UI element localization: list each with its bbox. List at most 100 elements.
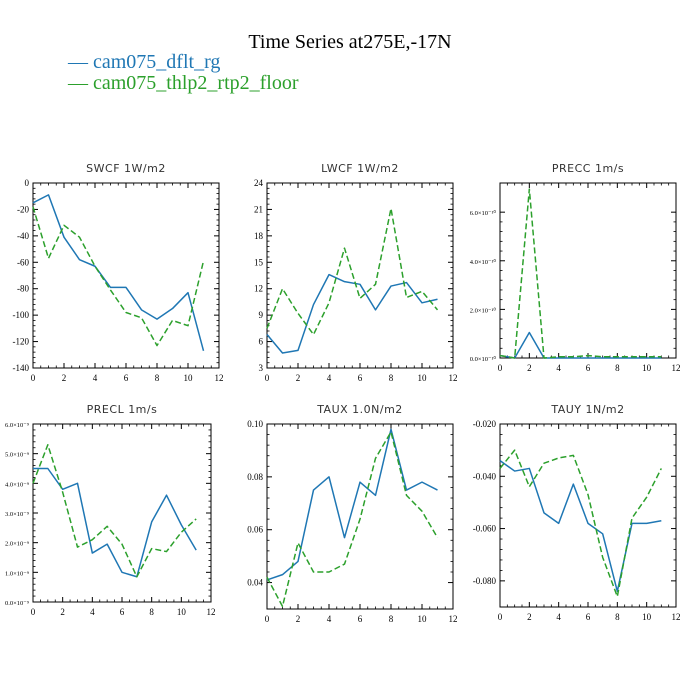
series-line-thlp2 [32, 206, 205, 347]
x-tick-label: 12 [449, 373, 458, 383]
series-line-thlp2 [266, 431, 439, 608]
y-tick-label: 3.0×10⁻⁹ [5, 511, 30, 518]
y-tick-label: 0.06 [247, 525, 263, 535]
y-tick-label: 6 [259, 337, 264, 347]
y-tick-label: 0.10 [247, 419, 263, 429]
x-tick-label: 2 [296, 373, 301, 383]
x-tick-label: 4 [93, 373, 98, 383]
y-tick-label: 3 [259, 363, 264, 373]
x-tick-label: 12 [672, 612, 681, 622]
series-line-dflt [499, 331, 662, 359]
y-tick-label: -60 [17, 257, 29, 267]
x-tick-label: 8 [615, 363, 620, 373]
x-tick-label: 6 [358, 614, 363, 624]
series-line-dflt [33, 467, 197, 578]
panel-title: SWCF 1W/m2 [86, 162, 166, 175]
x-tick-label: 10 [184, 373, 194, 383]
y-tick-label: -0.080 [473, 576, 497, 586]
x-tick-label: 0 [31, 373, 36, 383]
panel-precl: PRECL 1m/s 0 2 4 6 8 10 12 0.0×10⁻⁹ 1.0×10⁻⁹ 2.0×1… [5, 403, 216, 617]
x-tick-label: 10 [177, 607, 187, 617]
x-tick-label: 12 [672, 363, 681, 373]
y-tick-label: 21 [254, 204, 263, 214]
x-tick-label: 2 [296, 614, 301, 624]
x-tick-label: 12 [207, 607, 216, 617]
y-tick-label: 0.0×10⁻⁹ [5, 600, 30, 607]
plot-frame [266, 182, 454, 369]
y-tick-label: 5.0×10⁻⁹ [5, 452, 30, 459]
panel-tauy: TAUY 1N/m2 0 2 4 6 8 10 12 -0.020 -0.040 -0.060 -0.… [473, 403, 681, 622]
plot-frame [499, 423, 677, 608]
x-tick-label: 0 [31, 607, 36, 617]
y-tick-label: 18 [254, 231, 264, 241]
y-tick-label: 0.04 [247, 578, 263, 588]
series-line-thlp2 [266, 207, 439, 336]
x-tick-label: 10 [642, 612, 652, 622]
x-tick-label: 8 [389, 614, 394, 624]
x-tick-label: 8 [389, 373, 394, 383]
y-tick-label: 9 [259, 310, 264, 320]
panel-title: PRECC 1m/s [552, 162, 624, 175]
y-tick-label: 0.0×10⁻¹⁰ [470, 355, 497, 363]
panel-title: LWCF 1W/m2 [321, 162, 399, 175]
x-tick-label: 4 [327, 373, 332, 383]
y-tick-label: 2.0×10⁻⁹ [5, 541, 30, 548]
x-tick-label: 8 [615, 612, 620, 622]
series-line-thlp2 [499, 188, 662, 359]
figure-title: Time Series at275E,-17N [248, 31, 451, 53]
y-tick-label: -0.020 [473, 419, 497, 429]
x-tick-label: 8 [149, 607, 154, 617]
y-tick-label: 12 [254, 284, 263, 294]
y-tick-label: 6.0×10⁻⁹ [5, 422, 30, 429]
y-tick-label: 6.0×10⁻¹⁰ [470, 209, 497, 217]
panel-precc: PRECC 1m/s 0 2 4 6 8 10 12 0.0×10⁻¹⁰ 2.0×10⁻¹⁰ 4.0… [470, 162, 681, 373]
y-tick-label: -20 [17, 204, 29, 214]
y-tick-label: 0.08 [247, 472, 263, 482]
y-tick-label: -80 [17, 284, 29, 294]
x-tick-label: 2 [60, 607, 65, 617]
x-tick-label: 6 [358, 373, 363, 383]
x-tick-label: 12 [449, 614, 458, 624]
series-line-dflt [32, 194, 205, 352]
plot-frame [32, 182, 220, 369]
y-tick-label: 1.0×10⁻⁹ [5, 570, 30, 577]
x-tick-label: 0 [265, 373, 270, 383]
panel-title: TAUX 1.0N/m2 [316, 403, 403, 416]
x-tick-label: 6 [124, 373, 129, 383]
y-tick-label: 2.0×10⁻¹⁰ [470, 306, 497, 314]
x-tick-label: 4 [556, 612, 561, 622]
y-tick-label: 4.0×10⁻¹⁰ [470, 258, 497, 266]
x-tick-label: 6 [586, 612, 591, 622]
x-tick-label: 0 [498, 612, 503, 622]
x-tick-label: 0 [498, 363, 503, 373]
series-line-thlp2 [499, 449, 662, 598]
series-line-dflt [499, 459, 662, 593]
plot-frame [499, 182, 677, 359]
panels: SWCF 1W/m20 2 4 6 8 10 120-20-40-60-80-100-120… [5, 162, 681, 624]
x-tick-label: 2 [527, 363, 532, 373]
x-tick-label: 8 [155, 373, 160, 383]
x-tick-label: 10 [642, 363, 652, 373]
y-tick-label: 4.0×10⁻⁹ [5, 481, 30, 488]
x-tick-label: 6 [120, 607, 125, 617]
legend-entry-dflt: — cam075_dflt_rg [67, 51, 220, 73]
x-tick-label: 4 [90, 607, 95, 617]
y-tick-label: -140 [13, 363, 30, 373]
plot-frame [32, 423, 212, 603]
panel-taux: TAUX 1.0N/m2 0 2 4 6 8 10 12 0.04 0.06 0.08 0.10 [247, 403, 457, 624]
y-tick-label: 24 [254, 178, 264, 188]
panel-swcf: SWCF 1W/m2 0 2 4 6 8 10 12 0 -20 -40 -60 -80 -100 -120… [13, 162, 224, 383]
panel-title: TAUY 1N/m2 [550, 403, 624, 416]
y-tick-label: -0.040 [473, 471, 497, 481]
x-tick-label: 4 [327, 614, 332, 624]
y-tick-label: -40 [17, 231, 29, 241]
x-tick-label: 0 [265, 614, 270, 624]
series-line-dflt [266, 273, 438, 354]
x-tick-label: 10 [418, 614, 428, 624]
x-tick-label: 4 [556, 363, 561, 373]
series-line-dflt [266, 428, 438, 581]
series-line-thlp2 [32, 444, 197, 578]
legend-entry-thlp2: — cam075_thlp2_rtp2_floor [67, 72, 299, 94]
